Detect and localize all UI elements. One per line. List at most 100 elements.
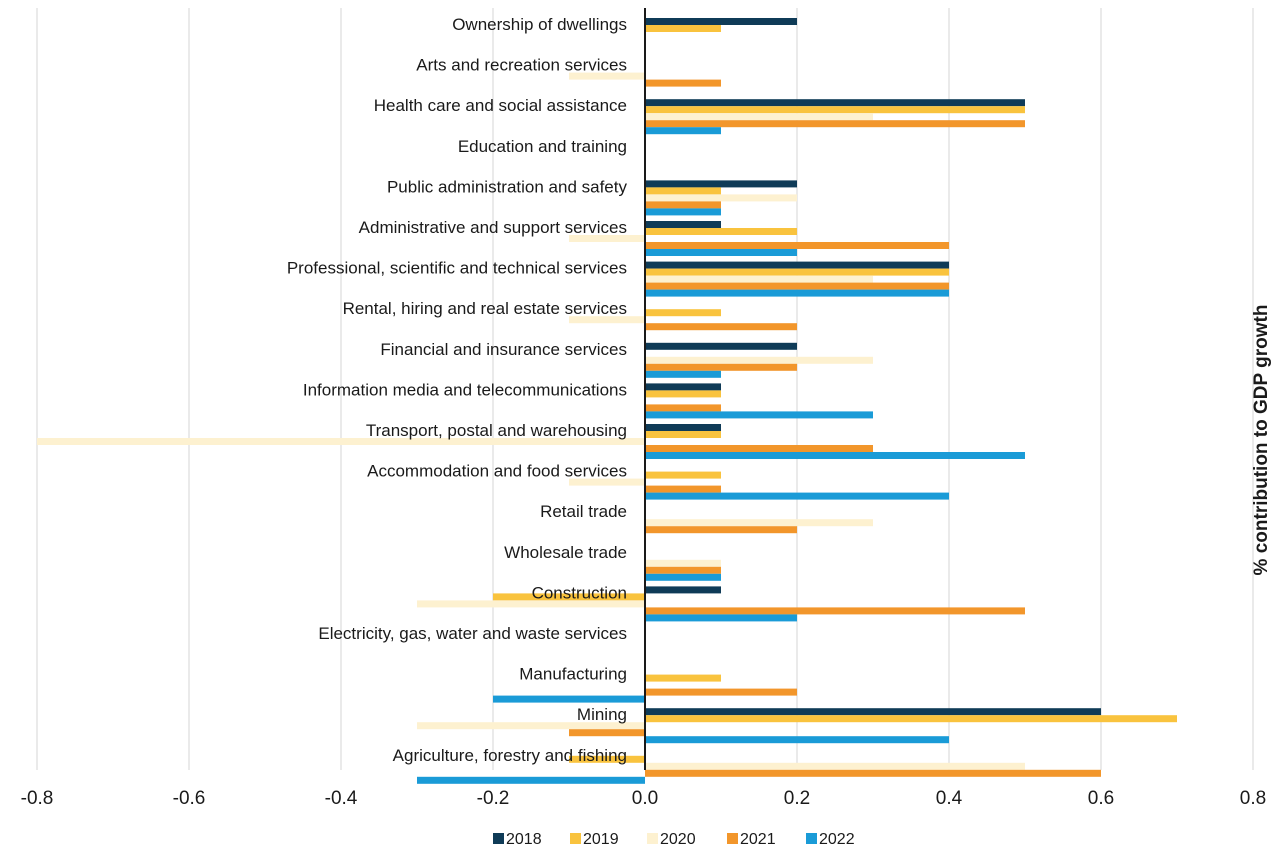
category-label: Financial and insurance services [380,340,627,359]
bar-2019-10 [645,431,721,438]
bar-2021-13 [645,566,721,574]
bar-2021-10 [645,445,873,452]
legend-swatch-2019 [570,833,581,844]
bar-2022-2 [645,127,721,135]
bar-2021-17 [569,729,645,737]
bar-2018-4 [645,180,797,188]
bar-2018-8 [645,342,797,350]
bar-2021-12 [645,526,797,534]
tick-label: -0.4 [325,788,358,809]
tick-labels: -0.8 -0.6 -0.4 -0.2 0.0 0.2 0.4 0.6 0.8 [21,788,1267,809]
bar-2020-18 [645,762,1025,770]
tick-label: -0.2 [477,788,510,809]
category-label: Administrative and support services [359,218,627,237]
category-label: Electricity, gas, water and waste servic… [318,624,627,643]
category-label: Mining [577,705,627,724]
bar-2021-16 [645,688,797,696]
bar-2019-17 [645,715,1177,723]
bar-2022-6 [645,289,949,297]
legend-swatch-2018 [493,833,504,844]
tick-label: 0.6 [1088,788,1114,809]
bar-2019-6 [645,268,949,276]
category-label: Public administration and safety [387,177,628,196]
bar-2018-17 [645,708,1101,716]
category-label: Arts and recreation services [416,56,627,75]
legend: 2018 2019 2020 2021 2022 [493,831,855,848]
bar-2020-6 [645,275,873,283]
value-axis-title: % contribution to GDP growth [1251,305,1272,576]
legend-label-2019: 2019 [583,831,619,848]
bar-2022-5 [645,249,797,256]
category-label: Education and training [458,137,627,156]
bar-2021-14 [645,607,1025,615]
bar-2021-5 [645,242,949,249]
bar-2018-10 [645,424,721,431]
bar-2018-6 [645,261,949,269]
category-labels: Ownership of dwellings Arts and recreatio… [287,15,628,765]
bar-2022-4 [645,208,721,216]
bar-2019-5 [645,228,797,235]
bar-2022-13 [645,573,721,581]
legend-swatch-2021 [727,833,738,844]
tick-label: 0.2 [784,788,810,809]
tick-label: 0.8 [1240,788,1266,809]
bar-2022-9 [645,411,873,419]
bar-2018-5 [645,221,721,228]
category-label: Construction [532,583,627,602]
bar-2021-9 [645,404,721,412]
bar-2020-11 [569,478,645,486]
tick-label: -0.8 [21,788,54,809]
bar-2021-7 [645,323,797,331]
bar-2022-14 [645,614,797,622]
category-label: Information media and telecommunications [303,380,627,399]
legend-label-2022: 2022 [819,831,855,848]
bar-2021-2 [645,120,1025,128]
bar-2018-2 [645,99,1025,107]
category-label: Retail trade [540,502,627,521]
bar-2020-14 [417,600,645,608]
bar-2019-18 [569,755,645,763]
legend-label-2020: 2020 [660,831,696,848]
category-label: Manufacturing [519,665,627,684]
bar-2020-17 [417,722,645,730]
category-label: Accommodation and food services [367,462,627,481]
bar-2019-4 [645,187,721,195]
bar-2020-1 [569,72,645,80]
bar-2020-12 [645,519,873,527]
bar-2018-14 [645,586,721,594]
bar-2020-4 [645,194,797,202]
bar-2022-8 [645,370,721,378]
category-label: Rental, hiring and real estate services [343,299,627,318]
bar-2021-4 [645,201,721,209]
bar-2021-8 [645,363,797,371]
bar-2020-2 [645,113,873,121]
bar-2018-0 [645,18,797,25]
tick-label: 0.4 [936,788,963,809]
tick-label: 0.0 [632,788,658,809]
bar-2019-11 [645,471,721,479]
bar-2022-18 [417,776,645,784]
legend-label-2018: 2018 [506,831,542,848]
bar-2022-16 [493,695,645,703]
bar-2020-10 [37,438,645,445]
bar-2018-9 [645,383,721,391]
bar-2021-18 [645,769,1101,777]
bar-2022-10 [645,452,1025,459]
category-label: Professional, scientific and technical s… [287,259,627,278]
bar-2020-7 [569,316,645,324]
bar-2019-0 [645,25,721,32]
category-label: Health care and social assistance [374,96,627,115]
legend-swatch-2020 [647,833,658,844]
bar-2019-14 [493,593,645,601]
bar-2020-13 [645,559,721,567]
category-label: Wholesale trade [504,543,627,562]
grid [36,8,1254,770]
bar-2020-8 [645,356,873,364]
bar-2022-17 [645,736,949,744]
bars [37,18,1177,784]
tick-label: -0.6 [173,788,206,809]
bar-2021-1 [645,79,721,87]
bar-2019-7 [645,309,721,317]
bar-2022-11 [645,492,949,500]
